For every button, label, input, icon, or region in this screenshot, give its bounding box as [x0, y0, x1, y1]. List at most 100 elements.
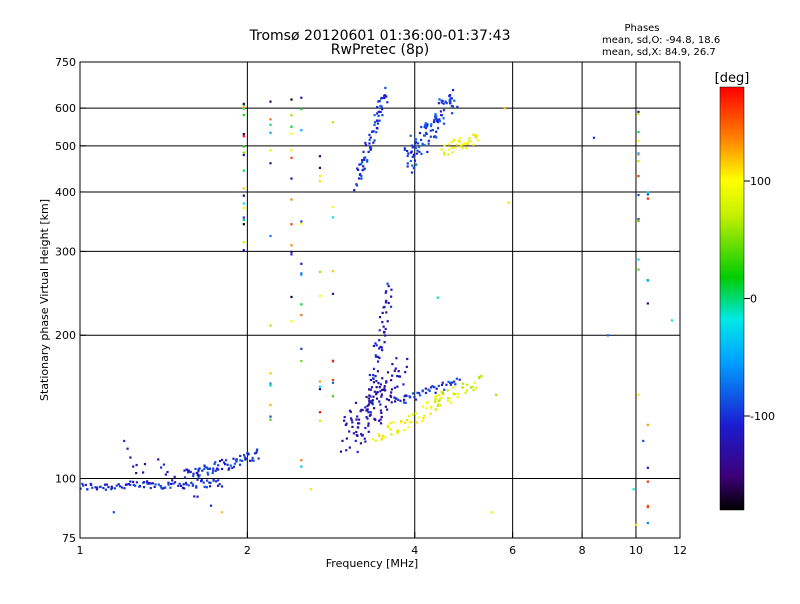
data-point	[361, 159, 364, 162]
data-point	[435, 387, 438, 390]
data-point	[462, 143, 465, 146]
data-point	[411, 164, 414, 167]
data-point	[465, 389, 468, 392]
data-point	[367, 424, 370, 427]
data-point	[269, 382, 272, 385]
data-point	[204, 465, 207, 469]
data-point	[331, 381, 335, 384]
data-point	[418, 150, 421, 153]
data-point	[448, 381, 452, 385]
data-point	[384, 291, 387, 294]
data-point	[416, 142, 420, 145]
data-point	[409, 151, 413, 154]
data-point	[345, 449, 348, 452]
data-point	[436, 296, 439, 299]
data-point	[352, 432, 356, 435]
data-point	[98, 485, 102, 489]
data-point	[251, 459, 254, 462]
data-point	[197, 469, 200, 473]
data-point	[290, 149, 293, 152]
data-point	[478, 375, 481, 378]
data-point	[386, 320, 389, 323]
data-point	[146, 480, 149, 483]
data-point	[440, 383, 444, 387]
data-point	[129, 483, 132, 487]
data-point	[242, 187, 245, 190]
data-point	[456, 396, 459, 399]
data-point	[440, 100, 443, 103]
data-point	[467, 140, 471, 143]
data-point	[379, 403, 382, 406]
data-point	[269, 100, 272, 103]
data-point	[415, 163, 418, 166]
data-point	[414, 146, 417, 150]
data-point	[355, 418, 358, 421]
data-point	[366, 160, 369, 163]
data-point	[215, 480, 218, 483]
data-point	[269, 162, 272, 165]
data-point	[181, 486, 185, 490]
grid-lines	[80, 62, 680, 538]
data-point	[413, 159, 417, 162]
data-point	[451, 105, 454, 108]
data-point	[167, 481, 170, 484]
data-point	[406, 162, 409, 165]
data-point	[154, 483, 157, 486]
data-point	[245, 457, 248, 460]
data-point	[318, 385, 322, 388]
data-point	[191, 484, 194, 487]
data-point	[192, 474, 195, 478]
data-point	[441, 391, 445, 394]
data-point	[434, 408, 438, 411]
data-point	[223, 463, 227, 466]
data-point	[195, 485, 198, 488]
data-point	[391, 374, 394, 377]
data-point	[141, 471, 145, 474]
data-point	[389, 395, 393, 399]
stats-line-x: mean, sd,X: 84.9, 26.7	[602, 47, 716, 58]
data-point	[421, 389, 424, 392]
data-point	[406, 149, 409, 153]
data-point	[392, 421, 395, 424]
data-point	[379, 418, 382, 421]
data-point	[300, 459, 303, 462]
data-point	[410, 171, 414, 174]
data-point	[166, 470, 169, 474]
data-point	[331, 216, 335, 219]
data-point	[212, 467, 215, 470]
data-point	[444, 100, 447, 103]
data-point	[331, 378, 335, 382]
data-point	[472, 388, 475, 392]
data-point	[206, 466, 209, 469]
data-point	[454, 383, 457, 386]
data-point	[255, 451, 258, 454]
data-point	[196, 473, 200, 477]
data-point	[396, 374, 399, 378]
data-point	[348, 446, 351, 449]
data-point	[409, 134, 412, 137]
data-point	[343, 415, 346, 419]
data-point	[368, 142, 371, 145]
data-point	[369, 401, 372, 404]
data-point	[290, 98, 293, 101]
data-point	[125, 483, 128, 486]
data-point	[374, 342, 377, 345]
data-point	[405, 418, 409, 422]
data-point	[242, 135, 245, 138]
data-point	[390, 295, 393, 298]
data-point	[232, 457, 235, 460]
data-point	[443, 153, 446, 156]
data-point	[354, 439, 357, 443]
data-point	[434, 135, 437, 138]
data-point	[318, 166, 322, 169]
data-point	[464, 142, 468, 145]
data-point	[209, 481, 212, 485]
y-tick-label: 200	[55, 329, 76, 342]
data-point	[646, 466, 649, 469]
data-point	[290, 177, 293, 180]
data-point	[422, 417, 425, 420]
data-point	[421, 419, 424, 423]
data-point	[364, 406, 367, 409]
data-point	[373, 417, 376, 420]
